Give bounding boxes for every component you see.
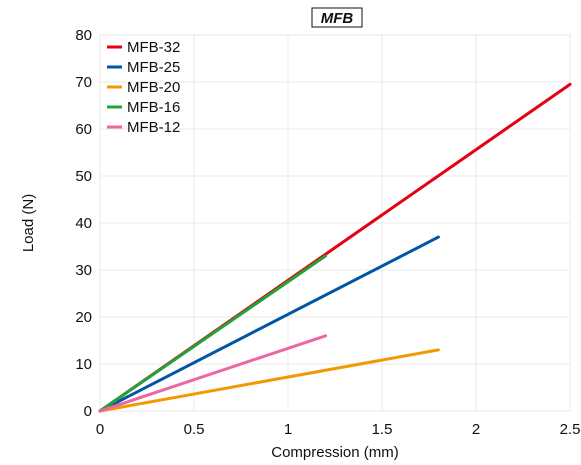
chart-title: MFB: [321, 10, 354, 27]
x-tick-label: 1.5: [372, 421, 393, 438]
y-tick-label: 10: [75, 356, 92, 373]
series-lines: [98, 82, 572, 413]
y-tick-labels: 0 10 20 30 40 50 60 70 80: [75, 27, 92, 420]
y-tick-label: 30: [75, 262, 92, 279]
x-tick-label: 1: [284, 421, 292, 438]
x-tick-label: 2.5: [560, 421, 581, 438]
x-tick-label: 0.5: [184, 421, 205, 438]
y-tick-label: 20: [75, 309, 92, 326]
x-tick-label: 0: [96, 421, 104, 438]
series-line-mfb-16: [98, 254, 328, 413]
legend-label-mfb-32: MFB-32: [127, 39, 180, 56]
y-tick-label: 40: [75, 215, 92, 232]
legend-label-mfb-25: MFB-25: [127, 59, 180, 76]
series-line-mfb-25: [98, 235, 440, 413]
grid: [99, 34, 571, 412]
x-tick-label: 2: [472, 421, 480, 438]
y-tick-label: 60: [75, 121, 92, 138]
legend: MFB-32 MFB-25 MFB-20 MFB-16 MFB-12: [107, 39, 180, 136]
series-line-mfb-12: [98, 334, 328, 413]
y-axis-label: Load (N): [20, 194, 37, 252]
x-axis-label: Compression (mm): [271, 444, 399, 461]
legend-label-mfb-20: MFB-20: [127, 79, 180, 96]
y-tick-label: 50: [75, 168, 92, 185]
y-tick-label: 0: [84, 403, 92, 420]
series-line-mfb-20: [98, 348, 440, 413]
legend-label-mfb-12: MFB-12: [127, 119, 180, 136]
y-tick-label: 70: [75, 74, 92, 91]
legend-label-mfb-16: MFB-16: [127, 99, 180, 116]
y-tick-label: 80: [75, 27, 92, 44]
x-tick-labels: 0 0.5 1 1.5 2 2.5: [96, 421, 581, 438]
chart-title-box: [311, 7, 363, 28]
